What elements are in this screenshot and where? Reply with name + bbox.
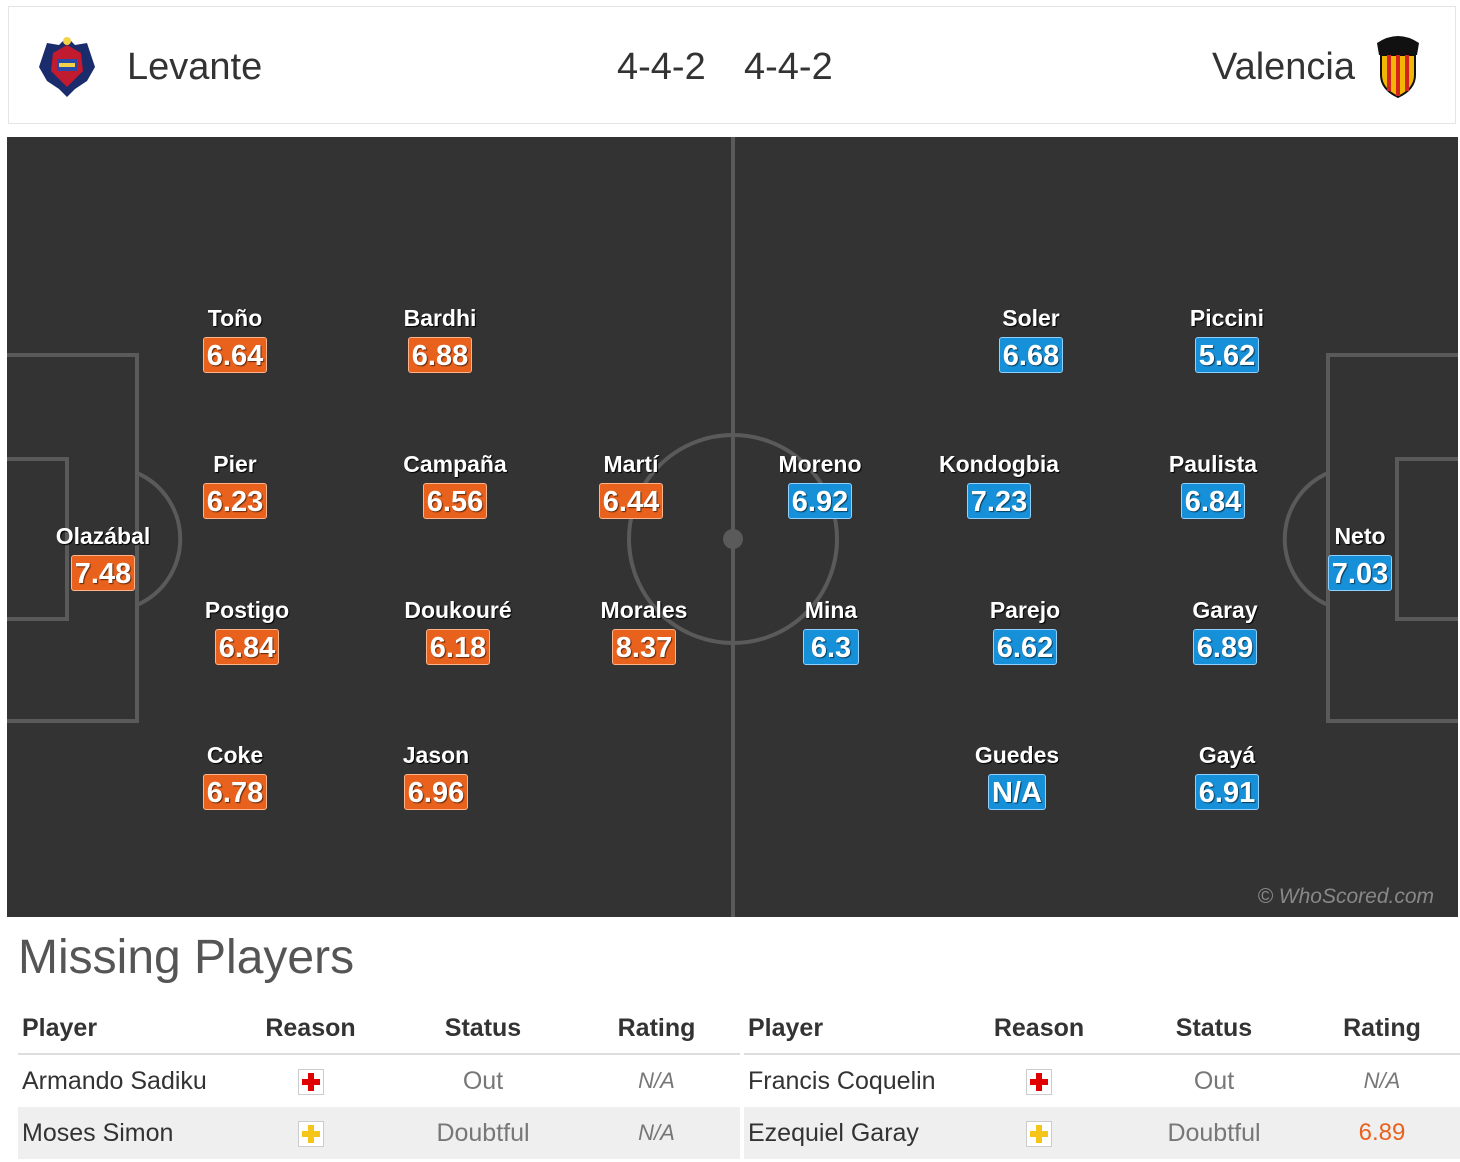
rating-badge: 7.23 (966, 483, 1032, 519)
reason-cell (954, 1054, 1124, 1107)
table-row: Ezequiel Garay Doubtful 6.89 (744, 1107, 1460, 1159)
player-away-piccini[interactable]: Piccini 5.62 (1189, 305, 1265, 373)
reason-cell (954, 1107, 1124, 1159)
player-away-paulista[interactable]: Paulista 6.84 (1168, 451, 1258, 519)
player-home-marti[interactable]: Martí 6.44 (541, 451, 721, 519)
player-home-pier[interactable]: Pier 6.23 (145, 451, 325, 519)
table-header-row: Player Reason Status Rating (18, 1003, 740, 1055)
player-away-moreno[interactable]: Moreno 6.92 (778, 451, 862, 519)
rating-badge: 6.64 (202, 337, 268, 373)
rating-badge: 6.44 (598, 483, 664, 519)
pitch-markings (7, 137, 1458, 917)
levante-crest-icon[interactable] (35, 33, 99, 99)
status-cell: Doubtful (393, 1107, 573, 1159)
column-header-status[interactable]: Status (393, 1003, 573, 1055)
reason-cell (228, 1107, 393, 1159)
player-home-coke[interactable]: Coke 6.78 (145, 742, 325, 810)
player-away-garay[interactable]: Garay 6.89 (1192, 597, 1258, 665)
valencia-crest-icon[interactable] (1371, 33, 1425, 99)
rating-badge: 6.84 (214, 629, 280, 665)
away-team-name[interactable]: Valencia (1212, 46, 1355, 88)
column-header-reason[interactable]: Reason (228, 1003, 393, 1055)
rating-badge: 7.03 (1327, 555, 1393, 591)
home-team-name[interactable]: Levante (127, 46, 263, 88)
player-away-soler[interactable]: Soler 6.68 (941, 305, 1121, 373)
player-home-jason[interactable]: Jason 6.96 (402, 742, 470, 810)
table-header-row: Player Reason Status Rating (744, 1003, 1460, 1055)
player-home-postigo[interactable]: Postigo 6.84 (204, 597, 290, 665)
rating-badge: 6.92 (787, 483, 853, 519)
rating-badge: 5.62 (1194, 337, 1260, 373)
player-away-parejo[interactable]: Parejo 6.62 (989, 597, 1061, 665)
injury-icon[interactable] (1026, 1068, 1052, 1095)
column-header-player[interactable]: Player (744, 1003, 954, 1055)
away-formation: 4-4-2 (744, 46, 833, 88)
player-away-neto[interactable]: Neto 7.03 (1270, 523, 1450, 591)
rating-badge: 6.56 (422, 483, 488, 519)
rating-badge: 6.84 (1180, 483, 1246, 519)
column-header-rating[interactable]: Rating (1304, 1003, 1460, 1055)
status-cell: Out (462, 1066, 504, 1095)
rating-badge: 6.91 (1194, 774, 1260, 810)
player-home-campana[interactable]: Campaña 6.56 (403, 451, 507, 519)
player-away-gaya[interactable]: Gayá 6.91 (1137, 742, 1317, 810)
home-missing-table: Player Reason Status Rating Armando Sadi… (18, 1003, 740, 1159)
player-home-tono[interactable]: Toño 6.64 (145, 305, 325, 373)
rating-badge: 6.23 (202, 483, 268, 519)
status-cell: Doubtful (1124, 1107, 1304, 1159)
rating-badge: 6.96 (403, 774, 469, 810)
player-home-doukoure[interactable]: Doukouré 6.18 (404, 597, 512, 665)
rating-badge: N/A (988, 774, 1046, 810)
rating-cell: N/A (573, 1107, 740, 1159)
player-name[interactable]: Francis Coquelin (748, 1066, 936, 1095)
player-home-bardhi[interactable]: Bardhi 6.88 (403, 305, 477, 373)
home-formation: 4-4-2 (617, 46, 706, 88)
rating-badge: 6.89 (1192, 629, 1258, 665)
column-header-rating[interactable]: Rating (573, 1003, 740, 1055)
player-home-olazabal[interactable]: Olazábal 7.48 (55, 523, 151, 591)
rating-badge: 7.48 (70, 555, 136, 591)
missing-players-title: Missing Players (18, 931, 355, 984)
rating-badge: 6.78 (202, 774, 268, 810)
away-missing-table: Player Reason Status Rating Francis Coqu… (744, 1003, 1460, 1159)
player-name[interactable]: Armando Sadiku (22, 1066, 207, 1095)
table-row: Francis Coquelin Out N/A (744, 1054, 1460, 1107)
player-home-morales[interactable]: Morales 8.37 (600, 597, 688, 665)
player-name[interactable]: Ezequiel Garay (744, 1107, 954, 1159)
player-name[interactable]: Moses Simon (18, 1107, 228, 1159)
pitch: Olazábal 7.48 Toño 6.64 Pier 6.23 Postig… (7, 137, 1458, 917)
match-header: Levante 4-4-2 4-4-2 Valencia (8, 6, 1456, 124)
table-row: Moses Simon Doubtful N/A (18, 1107, 740, 1159)
injury-icon[interactable] (297, 1068, 324, 1095)
player-away-guedes[interactable]: Guedes N/A (974, 742, 1060, 810)
rating-badge: 6.88 (407, 337, 473, 373)
doubtful-icon[interactable] (1026, 1120, 1052, 1147)
rating-badge: 6.68 (998, 337, 1064, 373)
reason-cell (228, 1054, 393, 1107)
table-row: Armando Sadiku Out N/A (18, 1054, 740, 1107)
column-header-reason[interactable]: Reason (954, 1003, 1124, 1055)
rating-badge: 8.37 (611, 629, 677, 665)
watermark: © WhoScored.com (1257, 885, 1434, 908)
player-away-kondogbia[interactable]: Kondogbia 7.23 (938, 451, 1060, 519)
rating-badge: 6.18 (425, 629, 491, 665)
rating-cell: N/A (638, 1068, 675, 1093)
rating-cell: 6.89 (1304, 1107, 1460, 1159)
doubtful-icon[interactable] (297, 1120, 324, 1147)
column-header-player[interactable]: Player (18, 1003, 228, 1055)
rating-badge: 6.62 (992, 629, 1058, 665)
rating-cell: N/A (1363, 1068, 1401, 1093)
rating-badge: 6.3 (803, 629, 859, 665)
status-cell: Out (1193, 1066, 1235, 1095)
player-away-mina[interactable]: Mina 6.3 (803, 597, 859, 665)
column-header-status[interactable]: Status (1124, 1003, 1304, 1055)
